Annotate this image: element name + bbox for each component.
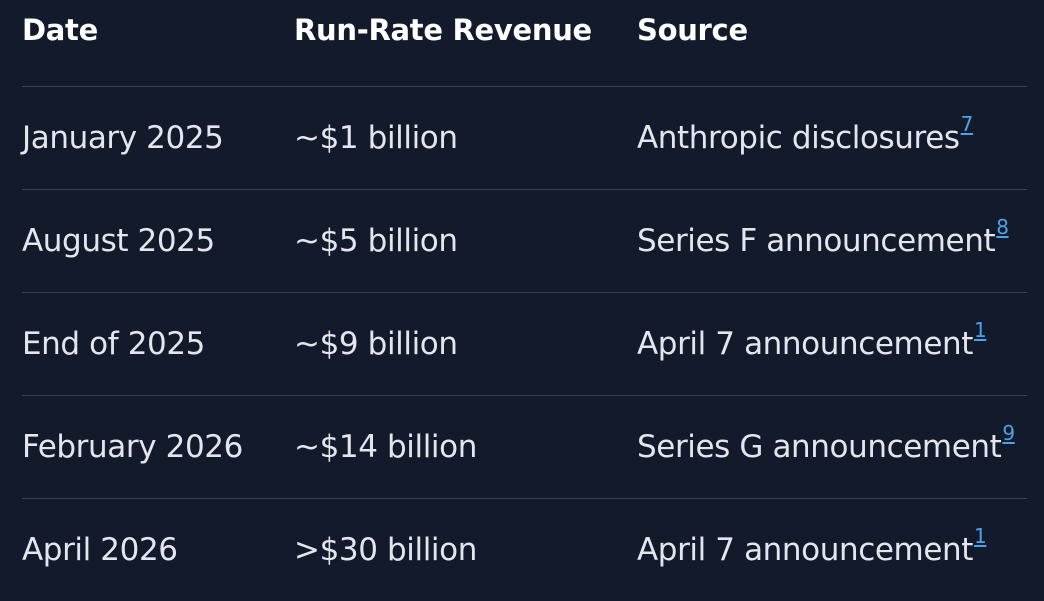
footnote-link[interactable]: 8 [996, 215, 1009, 239]
revenue-cell: ~$14 billion [294, 429, 477, 465]
source-text: April 7 announcement [637, 532, 974, 568]
source-cell: Anthropic disclosures 7 [637, 87, 973, 189]
source-cell: April 7 announcement 1 [637, 499, 987, 601]
footnote-link[interactable]: 1 [974, 318, 987, 342]
revenue-cell: >$30 billion [294, 532, 477, 568]
date-cell: April 2026 [22, 532, 178, 568]
revenue-cell: ~$9 billion [294, 326, 458, 362]
table-row: April 2026 >$30 billion April 7 announce… [22, 499, 1027, 601]
date-cell: August 2025 [22, 223, 215, 259]
revenue-cell: ~$1 billion [294, 120, 458, 156]
revenue-cell: ~$5 billion [294, 223, 458, 259]
source-cell: Series G announcement 9 [637, 396, 1015, 498]
table-row: End of 2025 ~$9 billion April 7 announce… [22, 293, 1027, 396]
date-cell: End of 2025 [22, 326, 205, 362]
footnote-link[interactable]: 1 [974, 524, 987, 548]
header-date: Date [22, 13, 98, 47]
footnote-link[interactable]: 9 [1002, 421, 1015, 445]
date-cell: January 2025 [22, 120, 224, 156]
source-cell: Series F announcement 8 [637, 190, 1009, 292]
table-row: January 2025 ~$1 billion Anthropic discl… [22, 87, 1027, 190]
footnote-link[interactable]: 7 [960, 112, 974, 136]
source-text: Series G announcement [637, 429, 1002, 465]
header-source: Source [637, 13, 748, 47]
revenue-table: Date Run-Rate Revenue Source January 202… [22, 0, 1027, 601]
source-text: April 7 announcement [637, 326, 974, 362]
source-cell: April 7 announcement 1 [637, 293, 987, 395]
table-header-row: Date Run-Rate Revenue Source [22, 0, 1027, 87]
date-cell: February 2026 [22, 429, 243, 465]
source-text: Series F announcement [637, 223, 996, 259]
source-text: Anthropic disclosures [637, 120, 960, 156]
table-row: August 2025 ~$5 billion Series F announc… [22, 190, 1027, 293]
table-row: February 2026 ~$14 billion Series G anno… [22, 396, 1027, 499]
header-run-rate-revenue: Run-Rate Revenue [294, 13, 592, 47]
